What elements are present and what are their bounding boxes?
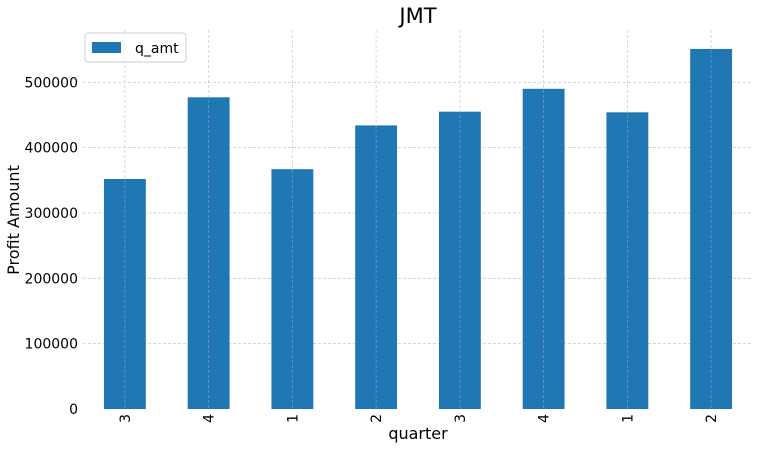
x-tick-label: 4 — [202, 414, 218, 423]
x-tick-labels: 3 4 1 2 3 4 1 2 — [118, 414, 720, 423]
x-tick-label: 4 — [537, 414, 553, 423]
y-tick-label: 100000 — [25, 337, 78, 353]
x-tick-label: 1 — [285, 414, 301, 423]
x-tick-label: 2 — [704, 414, 720, 423]
y-tick-label: 500000 — [25, 75, 78, 91]
y-tick-label: 200000 — [25, 271, 78, 287]
x-tick-label: 3 — [118, 414, 134, 423]
bar — [690, 48, 733, 409]
y-tick-labels: 0 100000 200000 300000 400000 500000 — [25, 75, 78, 418]
y-tick-label: 300000 — [25, 206, 78, 222]
chart-title: JMT — [397, 4, 436, 28]
vertical-grid-layer — [124, 30, 712, 409]
bar — [103, 178, 146, 409]
y-axis-label: Profit Amount — [4, 165, 23, 275]
legend-frame — [84, 32, 187, 63]
legend-swatch — [92, 42, 121, 53]
legend-label: q_amt — [135, 41, 179, 57]
bars-layer — [103, 48, 733, 410]
x-tick-label: 1 — [620, 414, 636, 423]
grid-layer — [83, 81, 753, 345]
x-tick-label: 3 — [453, 414, 469, 423]
y-tick-label: 0 — [69, 402, 78, 418]
legend: q_amt — [84, 32, 187, 63]
y-tick-label: 400000 — [25, 141, 78, 157]
x-axis-label: quarter — [388, 424, 448, 443]
x-tick-label: 2 — [369, 414, 385, 423]
bar — [271, 169, 314, 409]
